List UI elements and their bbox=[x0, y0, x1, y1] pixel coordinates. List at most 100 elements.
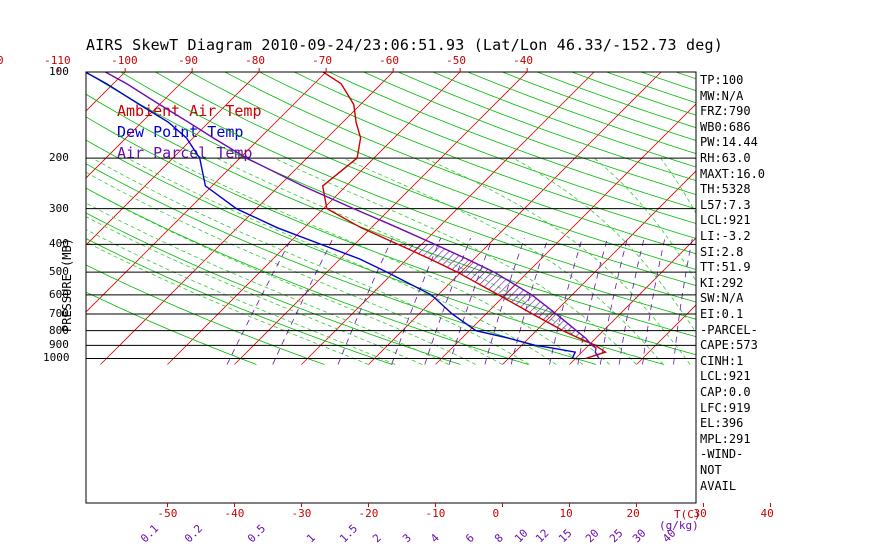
sounding-index-item: SI:2.8 bbox=[700, 244, 744, 259]
dry-adiabat-line bbox=[189, 72, 696, 270]
plot-area bbox=[0, 72, 870, 365]
pressure-tick-label: 600 bbox=[49, 287, 69, 301]
isotherm-line bbox=[100, 72, 394, 365]
moist-adiabat-line bbox=[86, 241, 369, 365]
mixing-ratio-line bbox=[337, 237, 393, 365]
pressure-tick-label: 900 bbox=[49, 338, 69, 352]
dry-adiabat-line bbox=[675, 72, 696, 80]
isotherm-line bbox=[86, 72, 193, 179]
dry-adiabat-line bbox=[258, 72, 696, 239]
ambient-temp-profile bbox=[321, 72, 608, 360]
top-temp-tick-label: -60 bbox=[379, 54, 400, 67]
sounding-index-item: EI:0.1 bbox=[700, 307, 744, 321]
chart-title: AIRS SkewT Diagram 2010-09-24/23:06:51.9… bbox=[86, 36, 723, 54]
sounding-index-item: NOT bbox=[700, 463, 722, 477]
sounding-index-item: AVAIL bbox=[700, 478, 737, 493]
dry-adiabat-line bbox=[86, 238, 393, 365]
moist-adiabat-line bbox=[594, 157, 696, 282]
mixing-ratio-line bbox=[642, 237, 666, 365]
pressure-tick-label: 100 bbox=[49, 64, 69, 78]
dry-adiabat-line bbox=[605, 72, 696, 104]
isotherm-line bbox=[301, 72, 595, 365]
bottom-temp-tick-label: 20 bbox=[626, 507, 640, 520]
pressure-tick-label: 800 bbox=[49, 323, 69, 337]
sounding-index-item: MAXT:16.0 bbox=[700, 166, 766, 181]
dry-adiabat-line bbox=[467, 72, 696, 155]
mixing-ratio-line bbox=[618, 237, 645, 365]
pressure-tick-label: 400 bbox=[49, 237, 69, 251]
sounding-index-item: CINH:1 bbox=[700, 353, 744, 368]
top-temp-tick-label: -40 bbox=[513, 54, 534, 67]
isotherm-line bbox=[167, 72, 461, 365]
plot-frame bbox=[85, 71, 697, 504]
sounding-index-item: LCL:921 bbox=[700, 369, 751, 384]
sounding-index-item: LI:-3.2 bbox=[700, 229, 751, 243]
sounding-index-item: FRZ:790 bbox=[700, 104, 751, 119]
sounding-index-item: KI:292 bbox=[700, 275, 744, 290]
mixing-unit-label: (g/kg) bbox=[659, 519, 699, 532]
isotherm-line bbox=[770, 72, 870, 365]
mixing-ratio-line bbox=[391, 237, 442, 365]
cape-area bbox=[398, 244, 600, 349]
mixing-ratio-line bbox=[577, 237, 608, 365]
dry-adiabat-line bbox=[363, 72, 696, 196]
sounding-index-item: EL:396 bbox=[700, 416, 744, 431]
sounding-index-item: TH:5328 bbox=[700, 182, 751, 197]
sounding-index-item: TT:51.9 bbox=[700, 260, 751, 275]
dry-adiabat-line bbox=[86, 93, 696, 338]
mixing-ratio-line bbox=[484, 237, 525, 365]
mixing-ratio-line bbox=[549, 237, 583, 365]
bottom-temp-tick-label: -40 bbox=[224, 507, 245, 520]
sounding-index-item: CAPE:573 bbox=[700, 338, 758, 353]
moist-adiabat-line bbox=[86, 202, 450, 365]
dry-adiabat-line bbox=[120, 72, 696, 303]
moist-adiabat-line bbox=[168, 157, 584, 365]
isotherm-line bbox=[86, 72, 126, 112]
top-temp-tick-label: -120 bbox=[0, 54, 4, 67]
moist-adiabat-line bbox=[343, 157, 664, 365]
bottom-temp-tick-label: -10 bbox=[425, 507, 446, 520]
bottom-temp-tick-label: 0 bbox=[492, 507, 500, 520]
moist-adiabat-line bbox=[86, 216, 423, 365]
sounding-index-item: SW:N/A bbox=[700, 291, 744, 306]
isotherm-line bbox=[569, 237, 696, 365]
sounding-index-item: MW:N/A bbox=[700, 88, 744, 103]
isotherm-line bbox=[0, 72, 58, 365]
dew-point-profile bbox=[86, 72, 577, 359]
sounding-index-item: RH:63.0 bbox=[700, 151, 751, 165]
sounding-index-item: -PARCEL- bbox=[700, 322, 758, 337]
bottom-temp-tick-label: -50 bbox=[157, 507, 178, 520]
moist-adiabat-line bbox=[216, 157, 610, 365]
mixing-ratio-line bbox=[272, 237, 334, 365]
bottom-temp-tick-label: 10 bbox=[559, 507, 573, 520]
mixing-ratio-line bbox=[752, 238, 762, 365]
dry-adiabat-line bbox=[571, 72, 696, 116]
air-parcel-profile bbox=[104, 72, 600, 359]
sounding-index-item: -WIND- bbox=[700, 447, 744, 462]
top-temp-tick-label: -50 bbox=[446, 54, 467, 67]
isotherm-line bbox=[636, 304, 696, 365]
sounding-index-item: CAP:0.0 bbox=[700, 385, 751, 399]
pressure-tick-label: 700 bbox=[49, 307, 69, 321]
dry-adiabat-line bbox=[224, 72, 696, 255]
moist-adiabat-line bbox=[512, 157, 696, 334]
pressure-tick-label: 200 bbox=[49, 151, 69, 165]
mixing-ratio-line bbox=[719, 238, 733, 365]
dry-adiabat-line bbox=[86, 72, 696, 320]
isotherm-line bbox=[837, 72, 870, 365]
pressure-tick-label: 500 bbox=[49, 265, 69, 279]
moist-adiabat-line bbox=[86, 229, 396, 365]
pressure-tick-label: 1000 bbox=[43, 351, 70, 365]
moist-adiabat-line bbox=[127, 157, 557, 365]
dry-adiabat-line bbox=[86, 212, 461, 365]
mixing-ratio-line bbox=[226, 237, 293, 365]
top-temp-tick-label: -90 bbox=[178, 54, 199, 67]
pressure-tick-label: 300 bbox=[49, 201, 69, 215]
isotherm-line bbox=[234, 72, 528, 365]
bottom-temp-tick-label: -20 bbox=[358, 507, 379, 520]
dry-adiabat-line bbox=[86, 264, 325, 365]
temp-unit-label: T(C) bbox=[674, 508, 701, 521]
dry-adiabat-line bbox=[293, 72, 696, 224]
moist-adiabat-line bbox=[424, 157, 691, 365]
